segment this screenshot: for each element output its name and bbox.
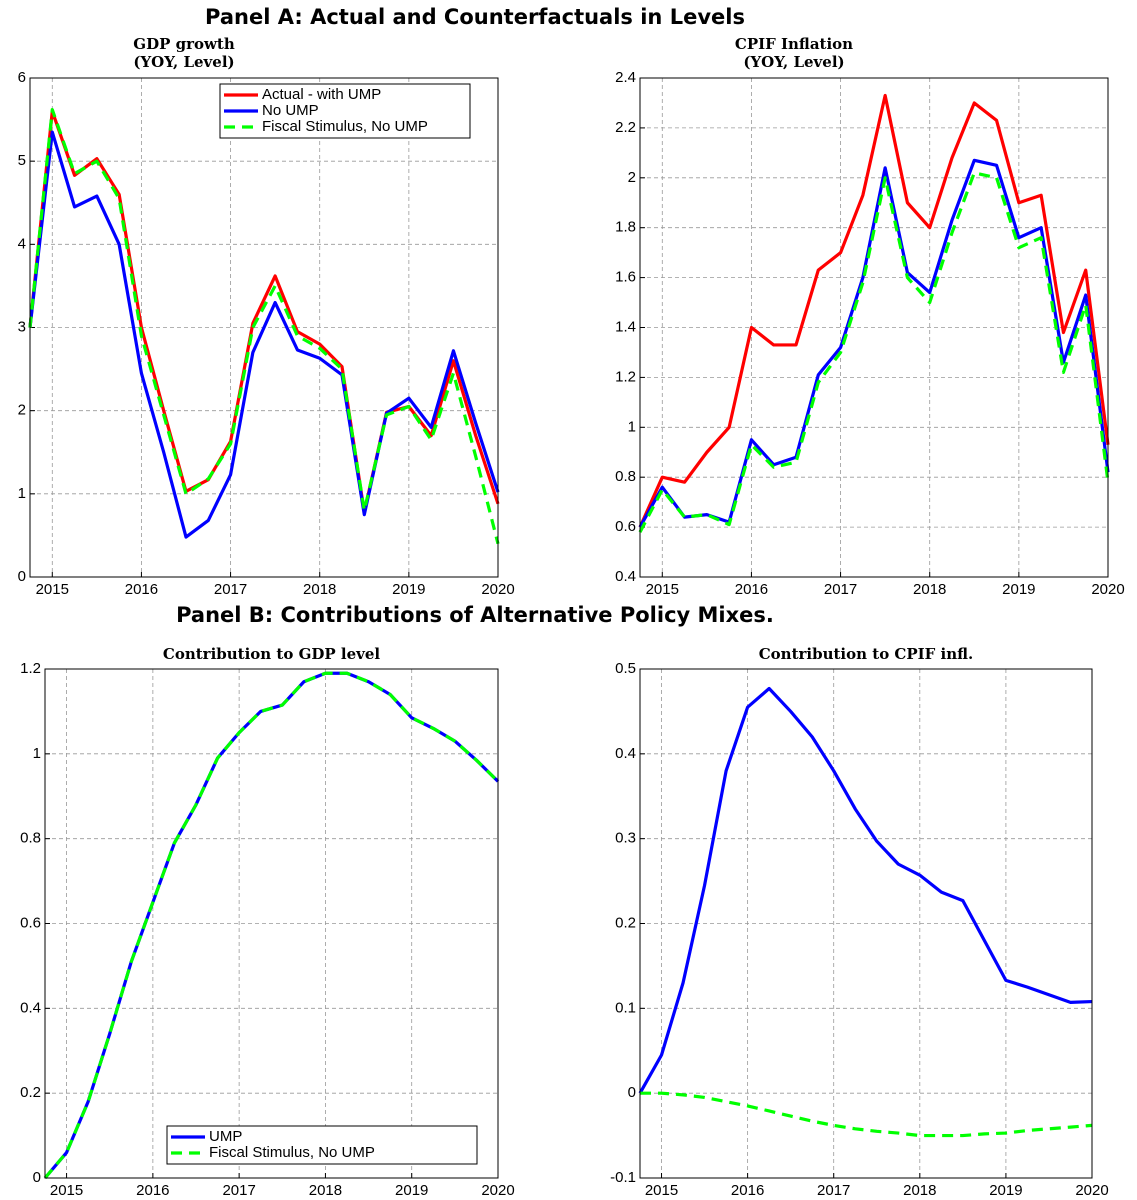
- y-tick-label: 0.8: [615, 468, 636, 485]
- y-tick-label: 1.4: [615, 318, 636, 335]
- x-tick-label: 2020: [1091, 581, 1124, 598]
- y-tick-label: 1: [18, 485, 26, 502]
- x-tick-label: 2020: [481, 1182, 514, 1199]
- y-tick-label: 4: [18, 235, 26, 252]
- x-tick-label: 2015: [50, 1182, 83, 1199]
- y-tick-label: 0.4: [20, 999, 41, 1016]
- x-tick-label: 2017: [817, 1182, 850, 1199]
- y-tick-label: 0.1: [615, 999, 636, 1016]
- x-tick-label: 2017: [824, 581, 857, 598]
- y-tick-label: 1: [628, 418, 636, 435]
- x-tick-label: 2019: [395, 1182, 428, 1199]
- y-tick-label: 0.3: [615, 830, 636, 847]
- y-tick-label: 1.8: [615, 219, 636, 236]
- axes-frame: [639, 77, 1109, 578]
- x-tick-label: 2018: [309, 1182, 342, 1199]
- line-series: [43, 671, 500, 1180]
- x-tick-label: 2019: [1002, 581, 1035, 598]
- legend-box: [219, 83, 471, 139]
- x-tick-label: 2019: [392, 581, 425, 598]
- legend-label: UMP: [209, 1128, 242, 1145]
- legend-label: Fiscal Stimulus, No UMP: [262, 118, 428, 135]
- x-tick-label: 2020: [481, 581, 514, 598]
- y-tick-label: 1: [33, 745, 41, 762]
- chart-title: CPIF Inflation: [735, 35, 853, 53]
- x-tick-label: 2020: [1075, 1182, 1108, 1199]
- y-tick-label: 0.6: [615, 518, 636, 535]
- x-tick-label: 2017: [214, 581, 247, 598]
- panel-title: Panel A: Actual and Counterfactuals in L…: [205, 5, 745, 29]
- chart-subtitle: (YOY, Level): [133, 53, 234, 71]
- y-tick-label: 2.4: [615, 69, 636, 86]
- chart-title: GDP growth: [133, 35, 235, 53]
- y-tick-label: 0.6: [20, 914, 41, 931]
- y-tick-label: 0.8: [20, 830, 41, 847]
- line-series: [638, 171, 1110, 533]
- panel-title: Panel B: Contributions of Alternative Po…: [176, 603, 774, 627]
- y-tick-label: -0.1: [610, 1169, 636, 1186]
- chart-title: Contribution to GDP level: [163, 645, 381, 663]
- y-tick-label: 2: [628, 169, 636, 186]
- x-tick-label: 2019: [989, 1182, 1022, 1199]
- chart-title: Contribution to CPIF infl.: [759, 645, 974, 663]
- y-tick-label: 2: [18, 402, 26, 419]
- y-tick-label: 0: [628, 1084, 636, 1101]
- y-tick-label: 6: [18, 69, 26, 86]
- x-tick-label: 2015: [646, 581, 679, 598]
- x-tick-label: 2016: [125, 581, 158, 598]
- y-tick-label: 0.5: [615, 660, 636, 677]
- y-tick-label: 2.2: [615, 119, 636, 136]
- x-tick-label: 2018: [303, 581, 336, 598]
- line-series: [638, 686, 1093, 1094]
- x-tick-label: 2015: [36, 581, 69, 598]
- line-series: [640, 1091, 1093, 1138]
- x-tick-label: 2016: [735, 581, 768, 598]
- axes-frame: [29, 77, 499, 578]
- y-tick-label: 0.2: [20, 1084, 41, 1101]
- y-tick-label: 0: [33, 1169, 41, 1186]
- line-series: [28, 130, 500, 539]
- y-tick-label: 5: [18, 152, 26, 169]
- y-tick-label: 0.2: [615, 914, 636, 931]
- x-tick-label: 2016: [136, 1182, 169, 1199]
- y-tick-label: 1.2: [615, 368, 636, 385]
- x-tick-label: 2015: [645, 1182, 678, 1199]
- axes-frame: [639, 668, 1093, 1179]
- line-series: [638, 93, 1110, 528]
- y-tick-label: 3: [18, 318, 26, 335]
- y-tick-label: 1.6: [615, 269, 636, 286]
- y-tick-label: 1.2: [20, 660, 41, 677]
- x-tick-label: 2018: [903, 1182, 936, 1199]
- legend-box: [166, 1125, 478, 1165]
- line-series: [28, 108, 500, 545]
- y-tick-label: 0: [18, 568, 26, 585]
- legend-label: Actual - with UMP: [262, 86, 381, 103]
- x-tick-label: 2017: [222, 1182, 255, 1199]
- x-tick-label: 2016: [731, 1182, 764, 1199]
- axes-frame: [44, 668, 499, 1179]
- chart-subtitle: (YOY, Level): [743, 53, 844, 71]
- legend-label: No UMP: [262, 102, 319, 119]
- y-tick-label: 0.4: [615, 745, 636, 762]
- legend-label: Fiscal Stimulus, No UMP: [209, 1144, 375, 1161]
- y-tick-label: 0.4: [615, 568, 636, 585]
- x-tick-label: 2018: [913, 581, 946, 598]
